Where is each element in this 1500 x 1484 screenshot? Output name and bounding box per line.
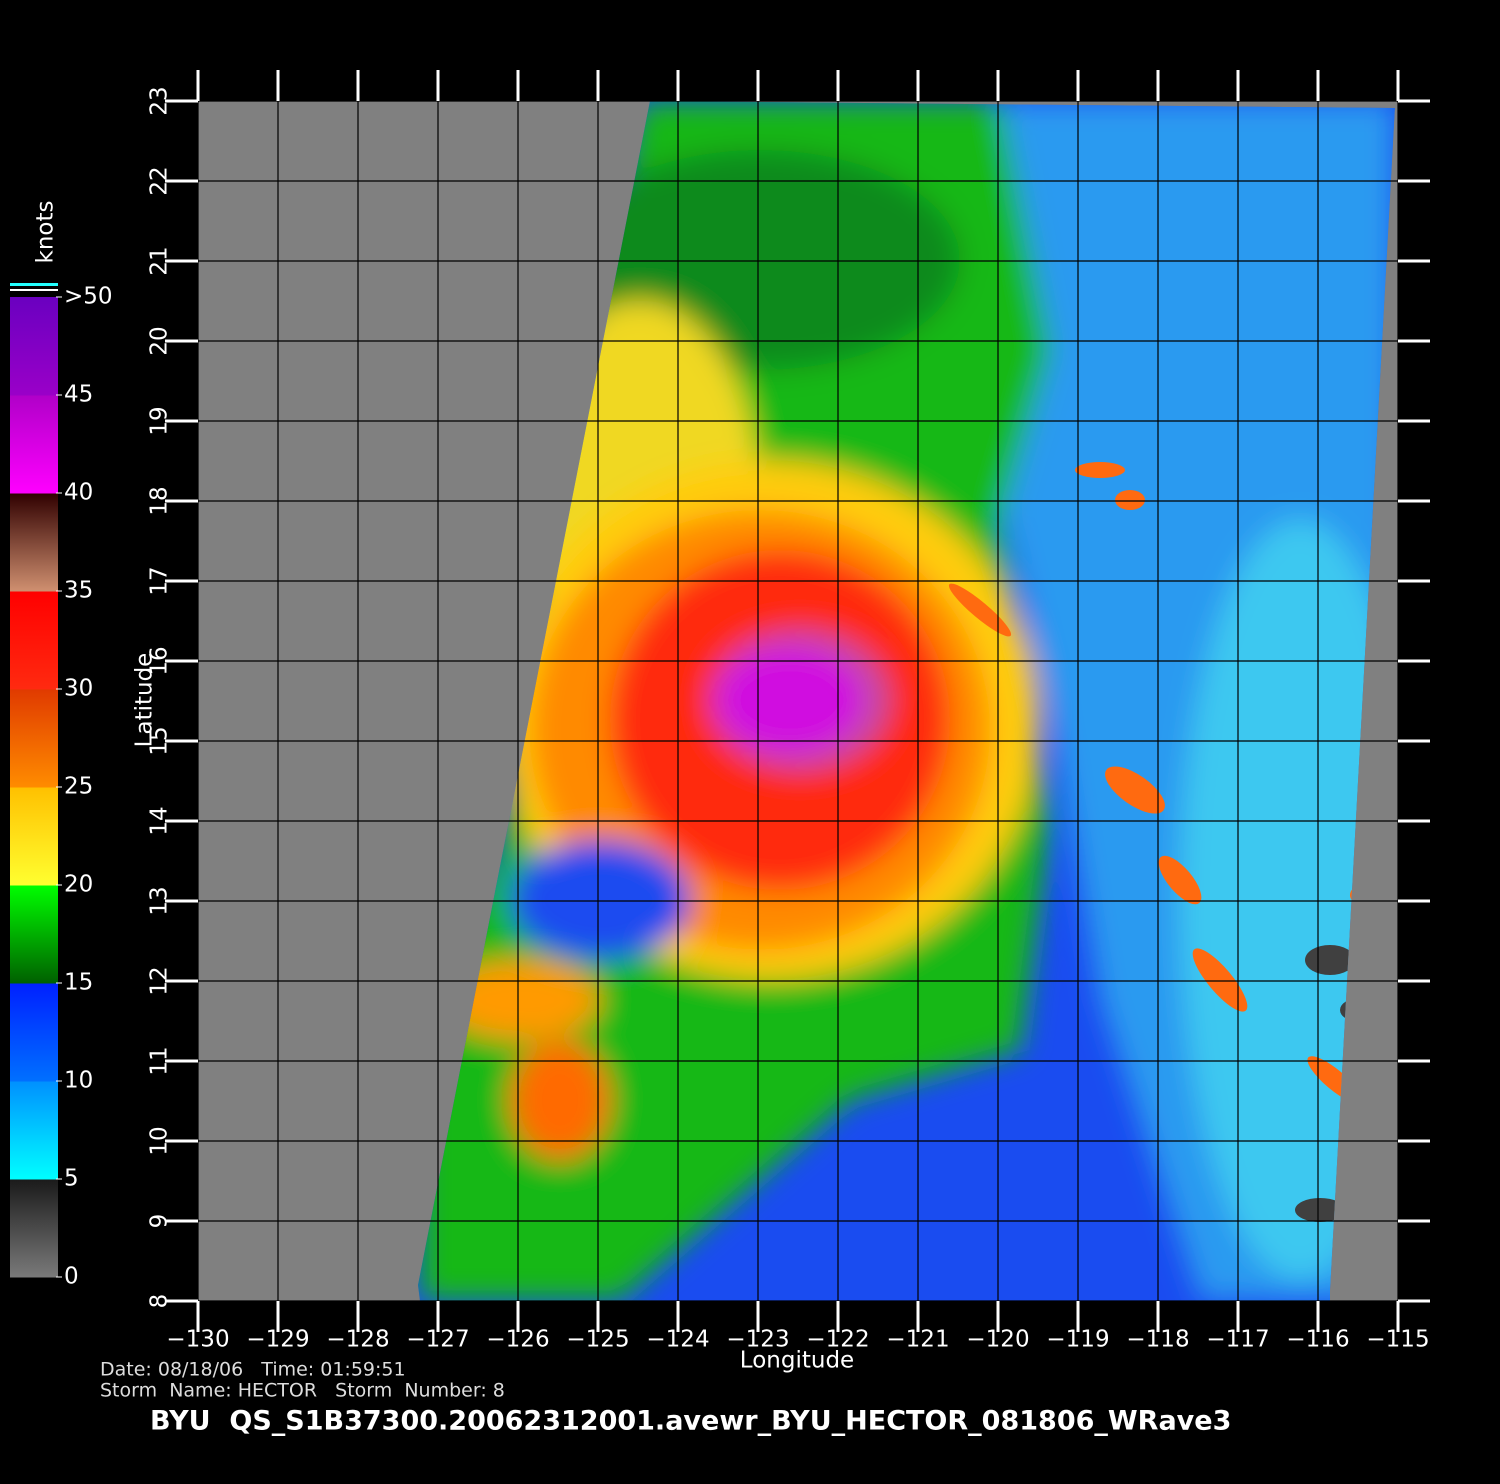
grid [197, 100, 1399, 1302]
colorbar-label: knots [33, 201, 59, 264]
x-tick-label: −121 [886, 1327, 949, 1353]
x-tick-label: −123 [726, 1327, 789, 1353]
y-tick-label: 15 [147, 726, 173, 755]
y-tick-label: 18 [147, 486, 173, 515]
x-tick-label: −130 [166, 1327, 229, 1353]
x-tick-label: −115 [1366, 1327, 1429, 1353]
colorbar-band [10, 591, 58, 690]
y-tick-label: 19 [147, 406, 173, 435]
x-tick-label: −117 [1206, 1327, 1269, 1353]
y-tick-label: 11 [147, 1046, 173, 1075]
colorbar-tick-label: 45 [64, 382, 93, 408]
y-tick-label: 20 [147, 326, 173, 355]
y-tick-label: 12 [147, 966, 173, 995]
x-axis-label: Longitude [740, 1348, 854, 1374]
y-axis-label: Latitude [132, 653, 158, 748]
date-annotation: Date: 08/18/06 Time: 01:59:51 [100, 1359, 406, 1381]
colorbar-tick-label: 5 [64, 1166, 79, 1192]
x-tick-label: −124 [646, 1327, 709, 1353]
x-tick-label: −122 [806, 1327, 869, 1353]
x-tick-label: −125 [566, 1327, 629, 1353]
y-tick-label: 14 [147, 806, 173, 835]
colorbar-tick-label: 20 [64, 872, 93, 898]
x-tick-label: −118 [1126, 1327, 1189, 1353]
colorbar-band [10, 689, 58, 788]
y-tick-label: 21 [147, 246, 173, 275]
x-tick-label: −126 [486, 1327, 549, 1353]
no-data-area [1330, 108, 1398, 1301]
colorbar-tick-label: 25 [64, 774, 93, 800]
colorbar-tick-label: 35 [64, 578, 93, 604]
colorbar-band [10, 493, 58, 592]
colorbar-band [10, 297, 58, 396]
colorbar-band [10, 1179, 58, 1278]
y-tick-label: 23 [147, 86, 173, 115]
colorbar-tick-label: >50 [64, 284, 113, 310]
y-tick-label: 16 [147, 646, 173, 675]
colorbar-band [10, 1081, 58, 1180]
colorbar-tick-label: 0 [64, 1264, 79, 1290]
y-tick-label: 17 [147, 566, 173, 595]
colorbar-band [10, 885, 58, 984]
y-tick-label: 22 [147, 166, 173, 195]
x-tick-label: −129 [246, 1327, 309, 1353]
y-tick-label: 9 [147, 1214, 173, 1229]
x-tick-label: −127 [406, 1327, 469, 1353]
y-tick-label: 8 [147, 1294, 173, 1309]
x-tick-label: −119 [1046, 1327, 1109, 1353]
colorbar-cap [10, 283, 58, 286]
colorbar-tick-label: 40 [64, 480, 93, 506]
colorbar-band [10, 787, 58, 886]
colorbar-tick-label: 10 [64, 1068, 93, 1094]
colorbar-cap [10, 289, 58, 291]
x-tick-label: −120 [966, 1327, 1029, 1353]
y-tick-label: 13 [147, 886, 173, 915]
title: BYU QS_S1B37300.20062312001.avewr_BYU_HE… [150, 1406, 1231, 1437]
colorbar-band [10, 983, 58, 1082]
y-tick-label: 10 [147, 1126, 173, 1155]
colorbar-band [10, 395, 58, 494]
x-tick-label: −128 [326, 1327, 389, 1353]
colorbar-tick-label: 30 [64, 676, 93, 702]
colorbar-tick-label: 15 [64, 970, 93, 996]
storm-annotation: Storm Name: HECTOR Storm Number: 8 [100, 1380, 505, 1402]
x-tick-label: −116 [1286, 1327, 1349, 1353]
